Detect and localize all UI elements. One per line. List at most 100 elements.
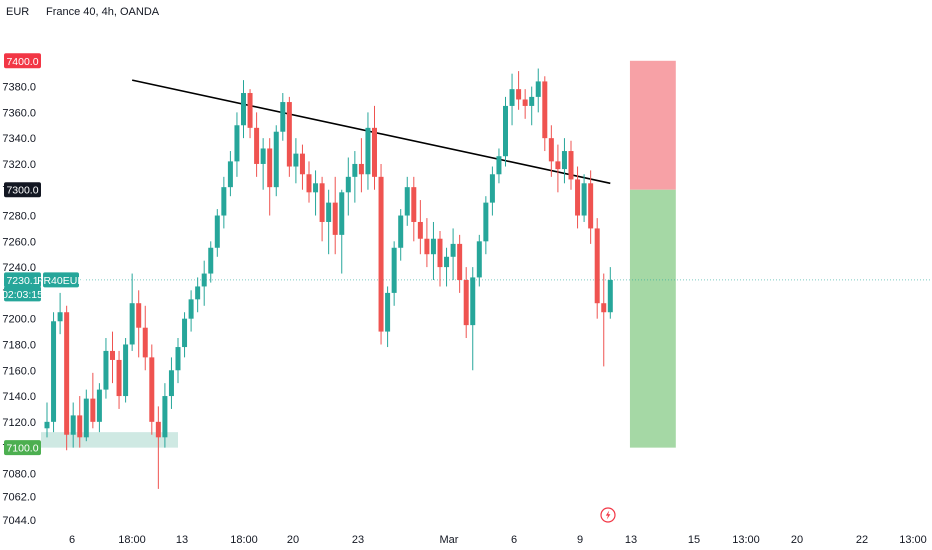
candle-body [588,183,594,229]
candle [142,305,148,371]
candle [463,267,469,339]
price-axis: 7044.0 7062.0 7080.0 7100.0 7120.0 7140.0 7160… [2,82,36,527]
price-tag-7400-text: 7400.0 [6,56,38,68]
candle [195,277,201,313]
candle [489,166,495,216]
candle [594,218,600,319]
candle [64,305,70,451]
price-tick-label: 7320.0 [2,159,36,171]
candle [293,138,299,184]
candle [581,174,587,222]
candle-body [313,183,319,193]
lightning-icon[interactable] [600,507,616,523]
candle [136,290,142,358]
candle [51,312,57,433]
candle [260,138,266,190]
candle [247,89,253,139]
candle-body [201,273,207,287]
candle [96,383,102,433]
candle [588,170,594,244]
candle-body [123,344,129,397]
candle-body [561,151,567,170]
candle-body [241,93,246,126]
price-tag-7100-text: 7100.0 [6,443,38,455]
candle [234,112,240,177]
candle [457,234,463,293]
candle-body [555,161,561,170]
candle-body [352,163,358,177]
candle [607,267,613,319]
time-tick-label: 18:00 [230,534,258,546]
candle [522,89,528,119]
candle-body [168,370,174,397]
candle-body [548,138,554,162]
price-tick-label: 7280.0 [2,211,36,223]
candle [516,71,522,110]
candle [188,290,194,332]
candle-body [358,163,364,175]
candle-body [332,202,338,235]
price-tag-7300-bg [4,182,41,198]
trendline[interactable] [131,79,611,185]
candle-body [339,192,345,235]
candle-body [254,127,260,164]
price-tick-label: 7200.0 [2,314,36,326]
candle-body [273,131,279,188]
candle [365,112,371,190]
candle [529,86,535,126]
candle-body [385,292,391,332]
take-profit-zone[interactable] [629,189,676,448]
candle [601,273,607,367]
candle-body [260,148,266,164]
candle-body [365,127,371,175]
candle-body [175,347,181,371]
candle [548,125,554,177]
candle [398,209,404,261]
candle-body [51,321,57,422]
candle [57,292,63,335]
candle-body [149,357,155,422]
time-tick-label: 13 [625,534,637,546]
zones-layer [41,60,676,448]
candle [417,200,423,255]
candle-body [437,238,443,268]
candle-body [299,153,305,175]
candle [90,372,96,429]
candle [168,357,174,409]
candle [345,157,351,216]
candle-body [581,183,587,216]
candle-body [398,215,404,248]
candle [437,231,443,287]
candle-body [568,151,574,180]
candle-body [457,243,463,280]
candle [411,176,417,242]
candle-body [424,238,430,255]
candle-body [326,202,332,222]
candle [476,234,482,287]
candle [221,176,227,229]
candle [430,221,436,280]
price-tick-label: 7240.0 [2,262,36,274]
price-tag-7300-text: 7300.0 [6,185,38,197]
symbol-price-label: FR40EUR [37,272,85,288]
last-price-tag-bg [4,272,41,288]
candle-body [280,102,286,132]
candle [162,383,168,448]
trendline-layer[interactable] [131,79,611,185]
candle-body [247,93,253,128]
candle-body [110,350,115,360]
candle-body [607,280,613,313]
candle-body [470,277,476,326]
candle-body [136,303,142,328]
stop-loss-zone[interactable] [629,60,676,190]
time-axis: 6 18:00 13 18:00 20 23 Mar 6 9 13 15 13:00 20 22 13:00 [69,534,927,546]
candle-body [103,350,109,390]
candle-body [463,280,469,326]
candle [483,196,489,255]
candle [77,396,83,448]
countdown-tag-bg [4,286,41,302]
candle [267,138,273,216]
candle-body [306,174,312,193]
time-tick-label: 6 [511,534,517,546]
